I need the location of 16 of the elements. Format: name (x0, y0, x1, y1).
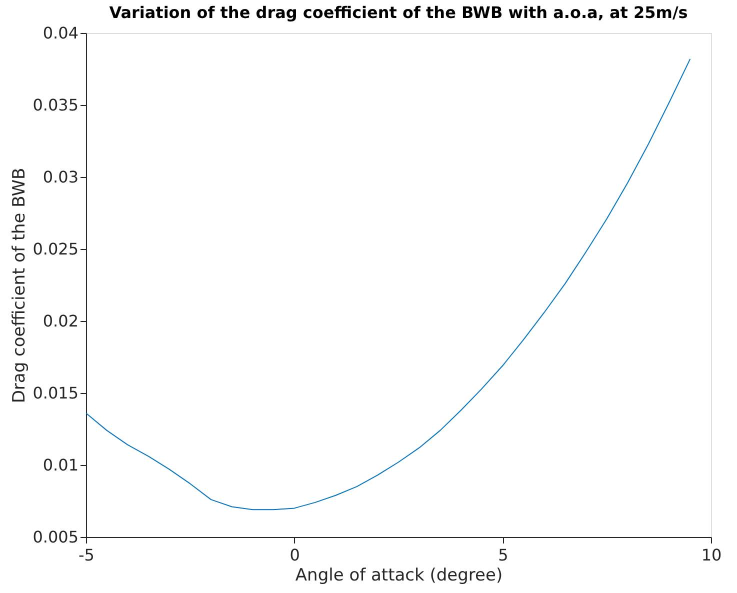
x-tick-label: 5 (498, 546, 508, 564)
x-tick-label: 0 (290, 546, 300, 564)
y-tick-label: 0.005 (32, 528, 78, 546)
y-tick-label: 0.035 (32, 96, 78, 114)
y-tick-label: 0.03 (42, 168, 78, 186)
line-series (86, 58, 691, 510)
x-tick-label: -5 (78, 546, 94, 564)
y-axis-title: Drag coefficient of the BWB (10, 168, 30, 404)
x-tick-label: 10 (701, 546, 722, 564)
x-axis-title: Angle of attack (degree) (295, 566, 503, 586)
y-tick-label: 0.025 (32, 240, 78, 258)
y-tick-label: 0.015 (32, 384, 78, 402)
y-tick-label: 0.02 (42, 312, 78, 330)
y-tick-label: 0.01 (42, 456, 78, 474)
chart-title: Variation of the drag coefficient of the BWB with a.o.a, at 25m/s (109, 3, 688, 22)
y-tick-label: 0.04 (42, 24, 78, 42)
